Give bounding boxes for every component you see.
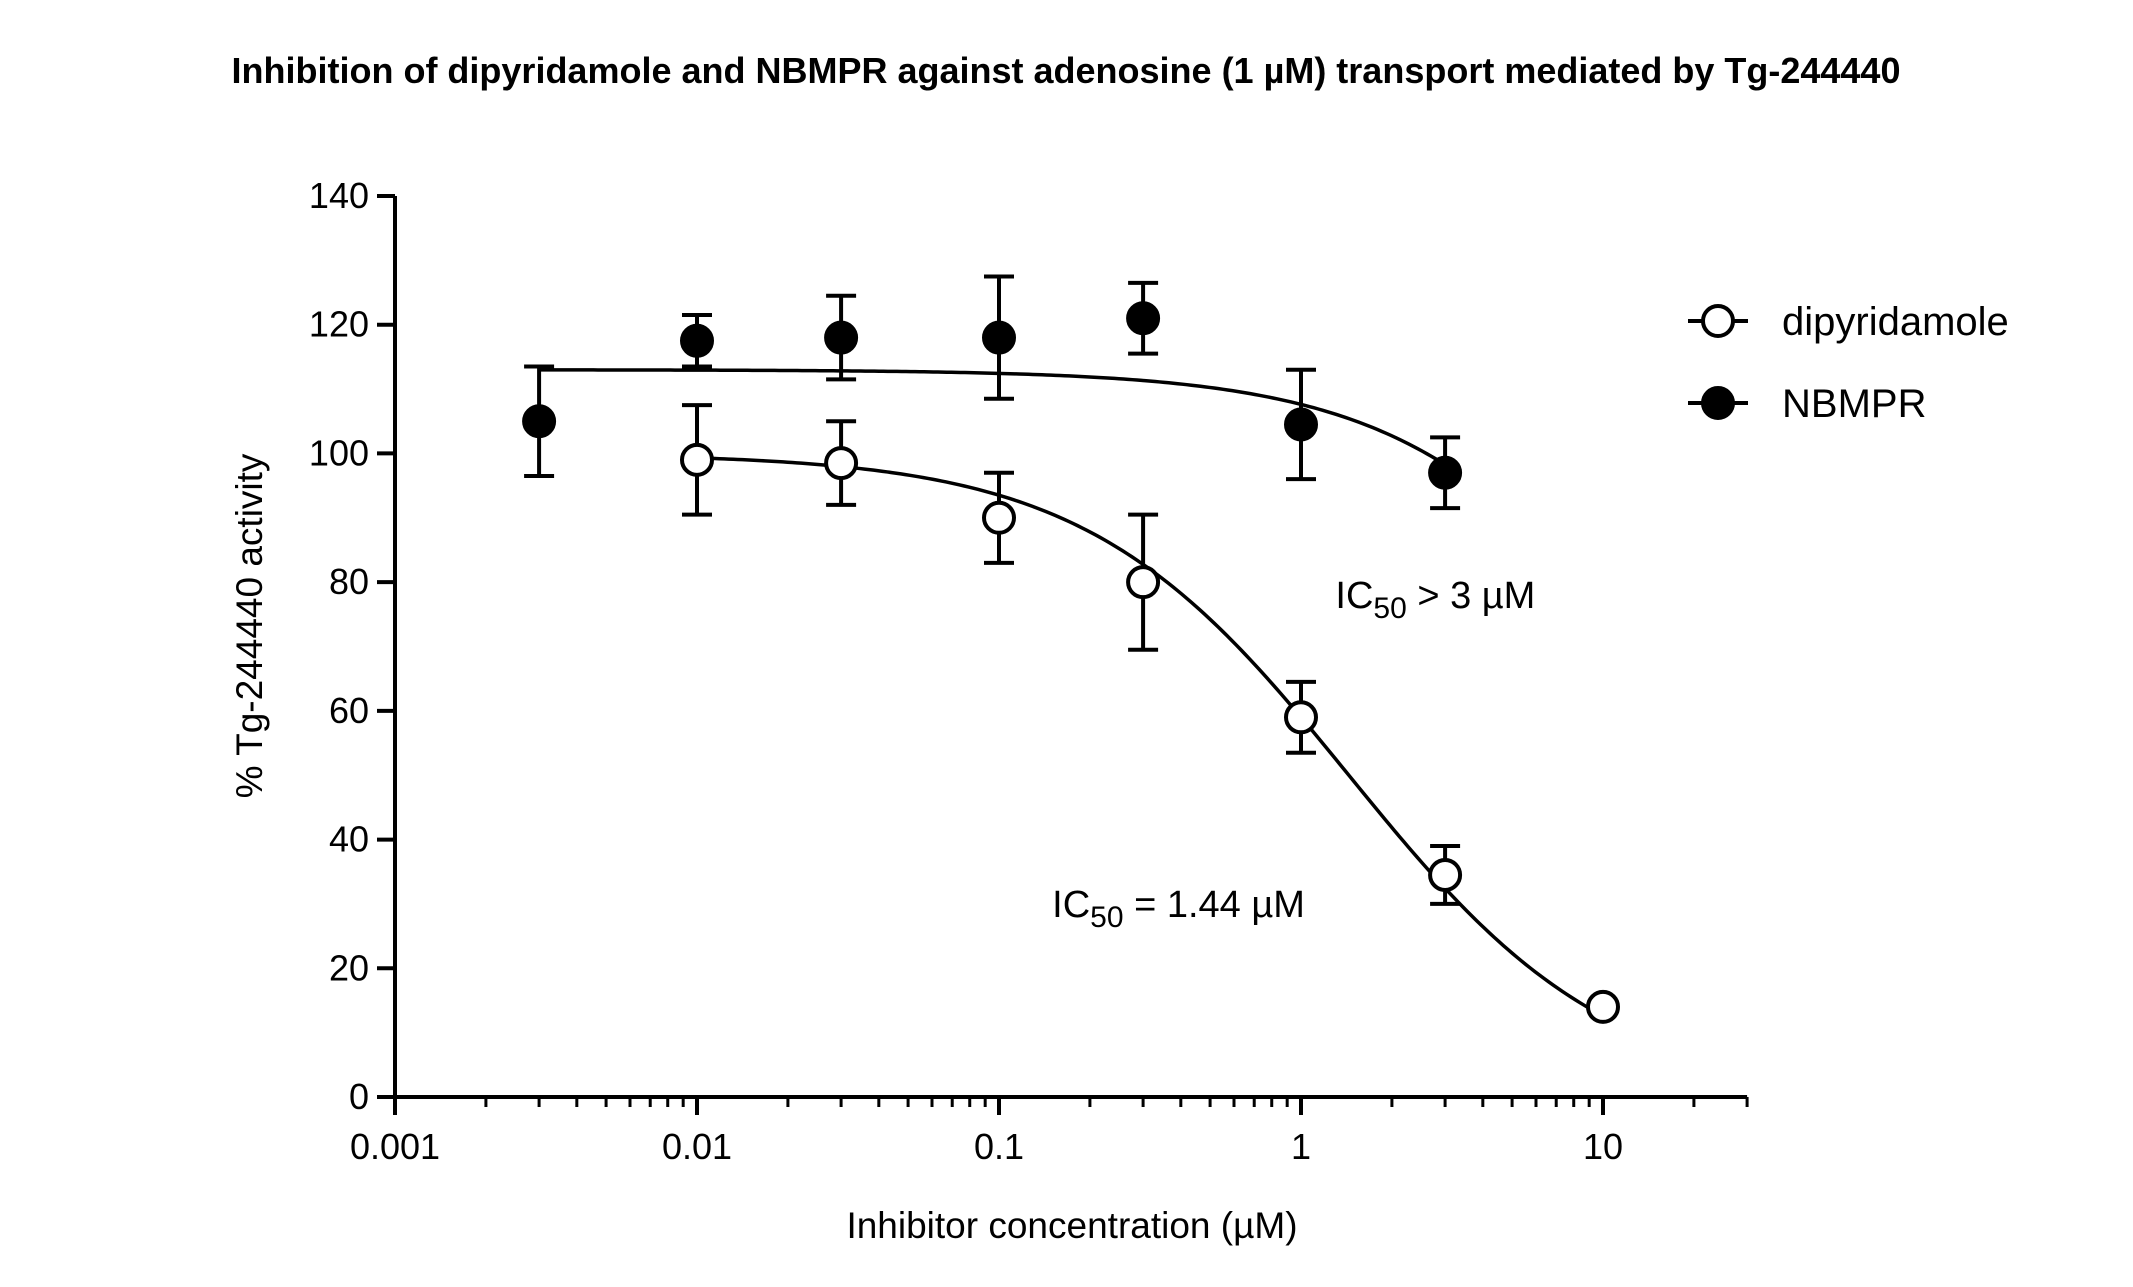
y-tick-label: 20 <box>329 947 369 988</box>
x-tick-label: 0.001 <box>350 1126 440 1167</box>
data-point-open <box>982 500 1016 535</box>
data-point-open <box>1586 989 1620 1024</box>
y-tick-label: 0 <box>349 1076 369 1117</box>
annotations: IC50 > 3 µM IC50 = 1.44 µM <box>1052 575 1535 934</box>
data-point-filled <box>1428 455 1463 490</box>
y-tick-label: 100 <box>309 432 369 473</box>
data-points <box>522 301 1620 1024</box>
x-tick-label: 0.1 <box>974 1126 1024 1167</box>
data-point-open <box>824 446 859 481</box>
y-axis-label: % Tg-244440 activity <box>229 453 270 798</box>
data-point-filled <box>680 323 714 358</box>
x-tick-label: 1 <box>1291 1126 1311 1167</box>
y-tick-label: 60 <box>329 690 369 731</box>
y-tick-label: 80 <box>329 561 369 602</box>
axes: 0 20 40 60 80 100 120 140 0.001 0.01 0.1 1 10 <box>309 175 1749 1167</box>
data-point-open <box>1126 565 1161 600</box>
y-tick-label: 120 <box>309 304 369 345</box>
y-tick-label: 140 <box>309 175 369 216</box>
data-point-filled <box>824 320 859 355</box>
x-axis-label: Inhibitor concentration (µM) <box>846 1205 1297 1246</box>
legend-label: NBMPR <box>1782 382 1926 426</box>
legend-marker <box>1701 386 1735 420</box>
data-point-filled <box>982 320 1016 355</box>
fit-curve <box>696 456 1604 1018</box>
data-point-filled <box>1284 407 1318 442</box>
fit-curve <box>539 368 1447 467</box>
data-point-filled <box>522 404 557 439</box>
y-tick-label: 40 <box>329 819 369 860</box>
data-point-filled <box>1126 301 1161 336</box>
ic50-annotation: IC50 = 1.44 µM <box>1052 884 1305 934</box>
legend-label: dipyridamole <box>1782 300 2009 344</box>
data-point-open <box>1284 700 1318 735</box>
legend-marker <box>1701 304 1735 338</box>
x-tick-label: 0.01 <box>662 1126 732 1167</box>
x-tick-label: 10 <box>1583 1126 1623 1167</box>
ic50-annotation: IC50 > 3 µM <box>1335 575 1535 625</box>
chart-title: Inhibition of dipyridamole and NBMPR aga… <box>232 50 1901 91</box>
legend: dipyridamole NBMPR <box>1688 300 2009 426</box>
data-point-open <box>680 442 714 477</box>
data-point-open <box>1428 857 1463 892</box>
